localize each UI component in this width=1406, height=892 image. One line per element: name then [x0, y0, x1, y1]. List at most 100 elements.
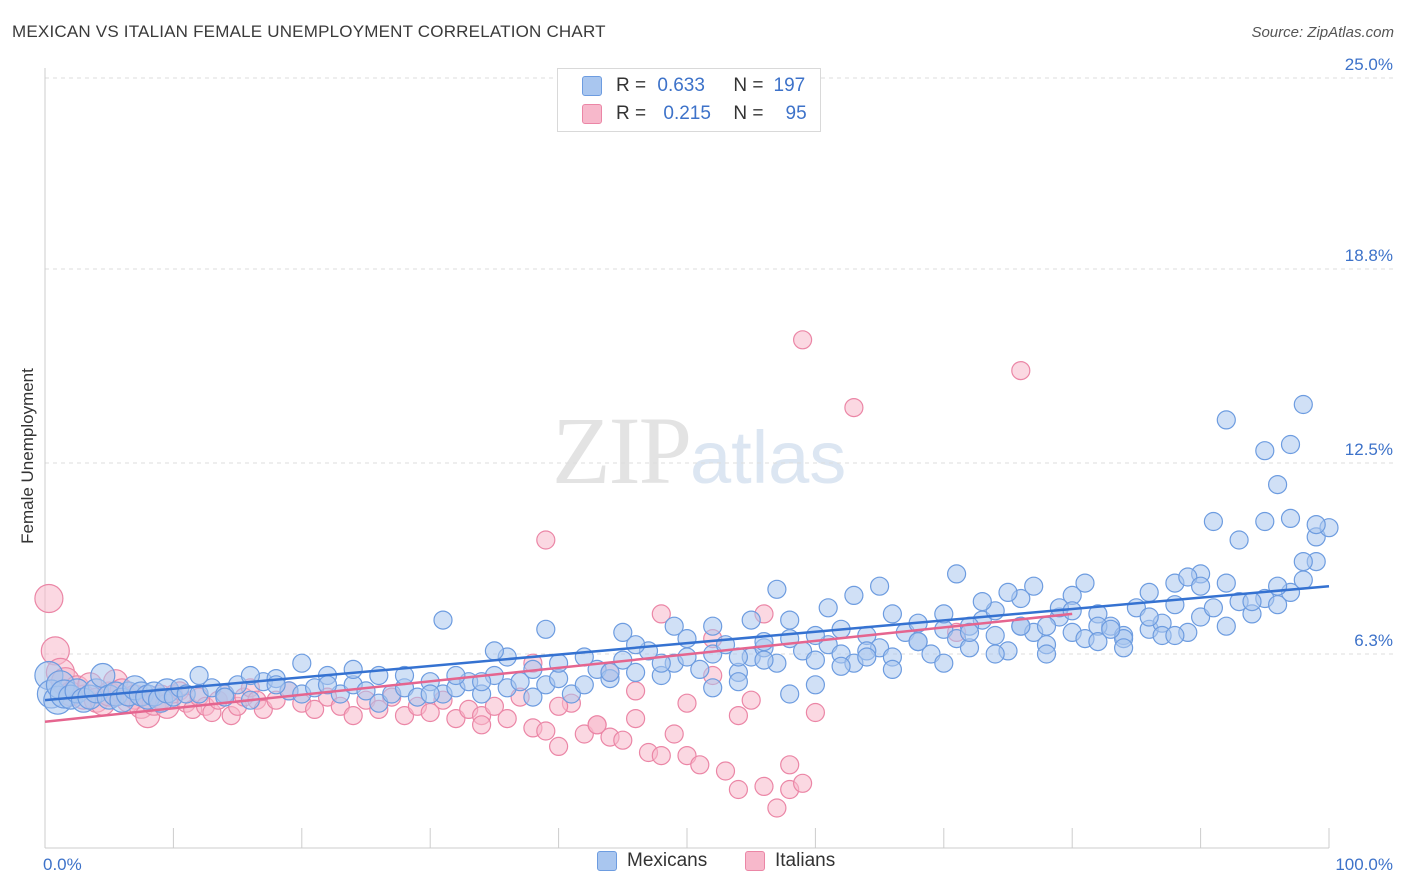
mexicans-n-value: 197 — [773, 75, 806, 96]
italians-point — [741, 690, 761, 710]
grid-lines — [45, 77, 1395, 655]
mexicans-swatch — [582, 76, 602, 96]
axes — [44, 68, 1330, 849]
mexicans-point — [1229, 530, 1249, 550]
mexicans-point — [1101, 619, 1121, 639]
italians-point — [305, 699, 325, 720]
italians-point — [1011, 361, 1031, 381]
mexicans-point — [1293, 394, 1313, 415]
mexicans-point — [625, 662, 646, 683]
legend-row-italians: R = 0.215 N = 95 — [582, 101, 807, 127]
italians-point — [548, 696, 569, 716]
mexicans-point — [728, 672, 749, 692]
mexicans-point — [1190, 576, 1211, 596]
italians-point — [792, 773, 813, 793]
mexicans-point — [484, 641, 504, 661]
italians-point — [651, 604, 671, 624]
legend-row-mexicans: R = 0.633 N = 197 — [582, 73, 805, 99]
italians-point — [536, 721, 556, 741]
mexicans-point — [1024, 576, 1044, 596]
mexicans-point — [1280, 508, 1301, 529]
italians-point — [728, 705, 749, 726]
italians-point — [613, 730, 633, 750]
mexicans-point — [1075, 573, 1095, 593]
y-tick-label: 12.5% — [1345, 440, 1393, 459]
chart-source: Source: ZipAtlas.com — [1251, 24, 1394, 41]
mexicans-point — [523, 687, 543, 707]
mexicans-point — [420, 684, 440, 704]
mexicans-point — [189, 665, 209, 686]
italians-r-value: 0.215 — [663, 103, 711, 124]
italians-point — [690, 755, 710, 775]
y-axis-label: Female Unemployment — [18, 368, 37, 544]
mexicans-point — [998, 582, 1018, 603]
mexicans-point — [1306, 514, 1326, 535]
mexicans-point — [985, 625, 1005, 646]
mexicans-point — [754, 650, 774, 670]
mexicans-point — [1011, 616, 1031, 636]
mexicans-point — [1203, 511, 1224, 532]
mexicans-point — [600, 662, 620, 683]
mexicans-point — [1293, 570, 1313, 590]
trend-lines — [44, 584, 1330, 723]
mexicans-point — [690, 659, 710, 680]
mexicans-point — [664, 616, 684, 636]
italians-point — [394, 705, 415, 726]
italians-point — [767, 798, 787, 818]
mexicans-point — [703, 616, 723, 636]
mexicans-point — [1255, 511, 1275, 532]
mexicans-point — [946, 564, 967, 584]
tick-labels: 6.3% 12.5% 18.8% 25.0% 0.0% 100.0% — [43, 55, 1393, 874]
mexicans-point — [369, 693, 389, 713]
italians-point — [536, 530, 556, 550]
italians-point — [343, 705, 363, 726]
mexicans-point — [741, 610, 761, 630]
mexicans-point — [703, 678, 723, 698]
mexicans-n-label: N = — [733, 75, 764, 96]
chart-title: MEXICAN VS ITALIAN FEMALE UNEMPLOYMENT C… — [12, 22, 606, 41]
mexicans-point — [433, 610, 453, 630]
mexicans-point — [805, 650, 826, 670]
mexicans-point — [780, 610, 800, 630]
mexicans-point — [1293, 551, 1313, 572]
mexicans-point — [869, 576, 890, 596]
mexicans-point — [1113, 638, 1134, 658]
italians-point — [780, 755, 800, 775]
bottom-mexicans-label: Mexicans — [627, 850, 708, 871]
mexicans-point — [934, 653, 954, 673]
mexicans-point — [767, 579, 787, 599]
mexicans-point — [972, 591, 992, 612]
mexicans-point — [1088, 631, 1108, 652]
italians-point — [625, 681, 646, 701]
mexicans-point — [831, 656, 851, 676]
mexicans-point — [1036, 616, 1057, 636]
italians-point — [715, 761, 736, 781]
italians-point — [651, 745, 671, 766]
mexicans-point — [780, 684, 800, 704]
italians-point — [664, 724, 684, 744]
italians-point — [805, 702, 826, 723]
bottom-legend-italians: Italians — [745, 850, 835, 872]
y-tick-label: 18.8% — [1345, 246, 1393, 265]
y-tick-label: 25.0% — [1345, 55, 1393, 74]
mexicans-point — [1165, 625, 1185, 646]
italians-point — [34, 583, 64, 614]
italians-point — [844, 398, 864, 418]
mexicans-point — [805, 675, 826, 695]
mexicans-point — [536, 619, 556, 639]
italians-point — [792, 330, 813, 350]
italians-point — [484, 696, 504, 716]
mexicans-point — [844, 585, 864, 606]
mexicans-r-label: R = — [616, 75, 647, 96]
mexicans-point — [1036, 644, 1057, 664]
mexicans-point — [934, 604, 954, 624]
italians-point — [728, 779, 749, 800]
mexicans-trend-line — [44, 584, 1330, 702]
x-tick-label-max: 100.0% — [1335, 855, 1393, 874]
mexicans-point — [1216, 573, 1236, 593]
correlation-legend: R = 0.633 N = 197 R = 0.215 N = 95 — [557, 68, 821, 132]
mexicans-point — [561, 684, 582, 704]
mexicans-point — [857, 647, 877, 667]
mexicans-point — [1216, 410, 1236, 430]
